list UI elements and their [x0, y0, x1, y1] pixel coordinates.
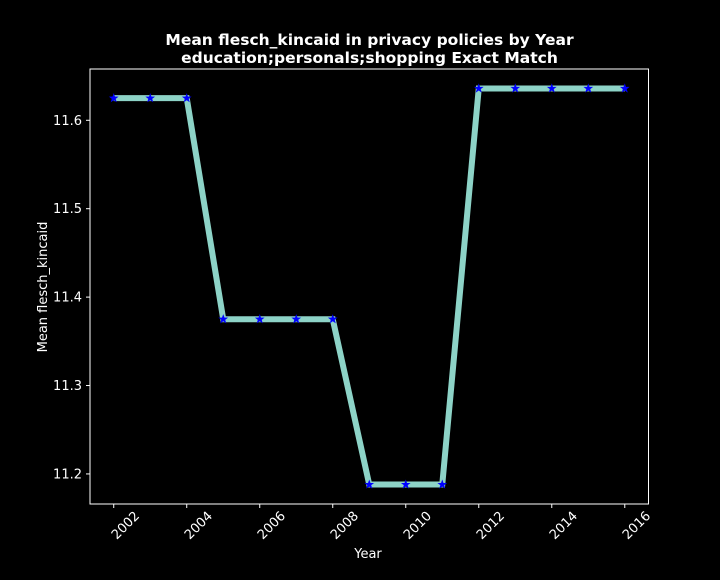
data-point-marker	[619, 83, 630, 93]
data-point-marker	[510, 83, 521, 93]
y-axis: 11.2 11.3 11.4 11.5 11.6	[53, 114, 90, 482]
chart-subtitle: education;personals;shopping Exact Match	[181, 49, 558, 67]
data-point-marker	[181, 93, 192, 103]
data-point-marker	[291, 314, 302, 324]
data-point-marker	[108, 93, 119, 103]
data-point-marker	[583, 83, 594, 93]
data-point-marker	[218, 314, 229, 324]
data-point-marker	[254, 314, 265, 324]
y-tick-label: 11.4	[53, 291, 82, 306]
chart-title: Mean flesch_kincaid in privacy policies …	[165, 31, 574, 49]
series-group	[108, 83, 630, 489]
data-point-marker	[437, 479, 448, 489]
data-point-marker	[327, 314, 338, 324]
data-point-marker	[400, 479, 411, 489]
data-point-marker	[145, 93, 156, 103]
data-point-marker	[364, 479, 375, 489]
y-tick-label: 11.2	[53, 467, 82, 482]
x-axis-label: Year	[353, 547, 382, 562]
y-axis-label: Mean flesch_kincaid	[36, 222, 51, 353]
y-tick-label: 11.6	[53, 114, 82, 129]
data-point-marker	[546, 83, 557, 93]
y-tick-label: 11.5	[53, 202, 82, 217]
data-point-marker	[473, 83, 484, 93]
plot-area-frame	[89, 68, 649, 505]
y-tick-label: 11.3	[53, 379, 82, 394]
